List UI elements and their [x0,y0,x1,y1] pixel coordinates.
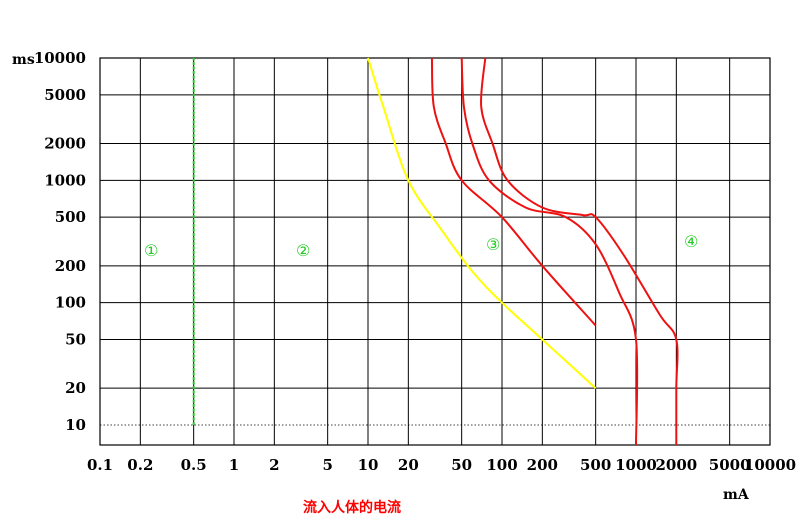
x-axis-title: 流入人体的电流 [303,499,401,516]
y-unit-label: ms [12,52,35,68]
zone-2-label: ② [296,241,310,260]
series-line-5 [480,57,679,445]
series-line-3 [430,57,597,327]
y-tick-label: 5000 [44,86,86,104]
zone-4-label: ④ [684,232,698,251]
zone-3-label: ③ [486,235,500,254]
zone-1-label: ① [144,241,158,260]
grid [99,57,771,446]
x-tick-label: 1000 [615,456,657,474]
series-line-2 [367,57,597,389]
plot-frame [99,57,771,446]
y-tick-label: 1000 [44,171,86,189]
y-tick-label: 100 [55,294,86,312]
x-tick-label: 100 [486,456,517,474]
y-tick-label: 500 [55,208,86,226]
series-line-4 [460,57,639,446]
x-tick-label: 20 [398,456,419,474]
y-tick-label: 50 [65,330,86,348]
y-tick-label: 10 [65,416,86,434]
x-tick-label: 10000 [744,456,796,474]
x-tick-label: 500 [580,456,611,474]
series-lines [192,57,679,446]
x-tick-label: 0.5 [181,456,207,474]
x-tick-label: 200 [527,456,558,474]
x-unit-label: mA [723,487,750,503]
x-tick-label: 10 [358,456,379,474]
y-tick-label: 2000 [44,135,86,153]
x-tick-label: 2000 [655,456,697,474]
y-tick-label: 200 [55,257,86,275]
y-tick-label: 10000 [34,49,86,67]
x-tick-label: 2 [269,456,279,474]
x-tick-label: 0.1 [87,456,113,474]
x-tick-label: 5000 [709,456,751,474]
x-tick-label: 0.2 [127,456,153,474]
y-tick-label: 20 [65,379,86,397]
x-tick-label: 1 [229,456,239,474]
x-tick-label: 5 [322,456,332,474]
x-tick-label: 50 [451,456,472,474]
